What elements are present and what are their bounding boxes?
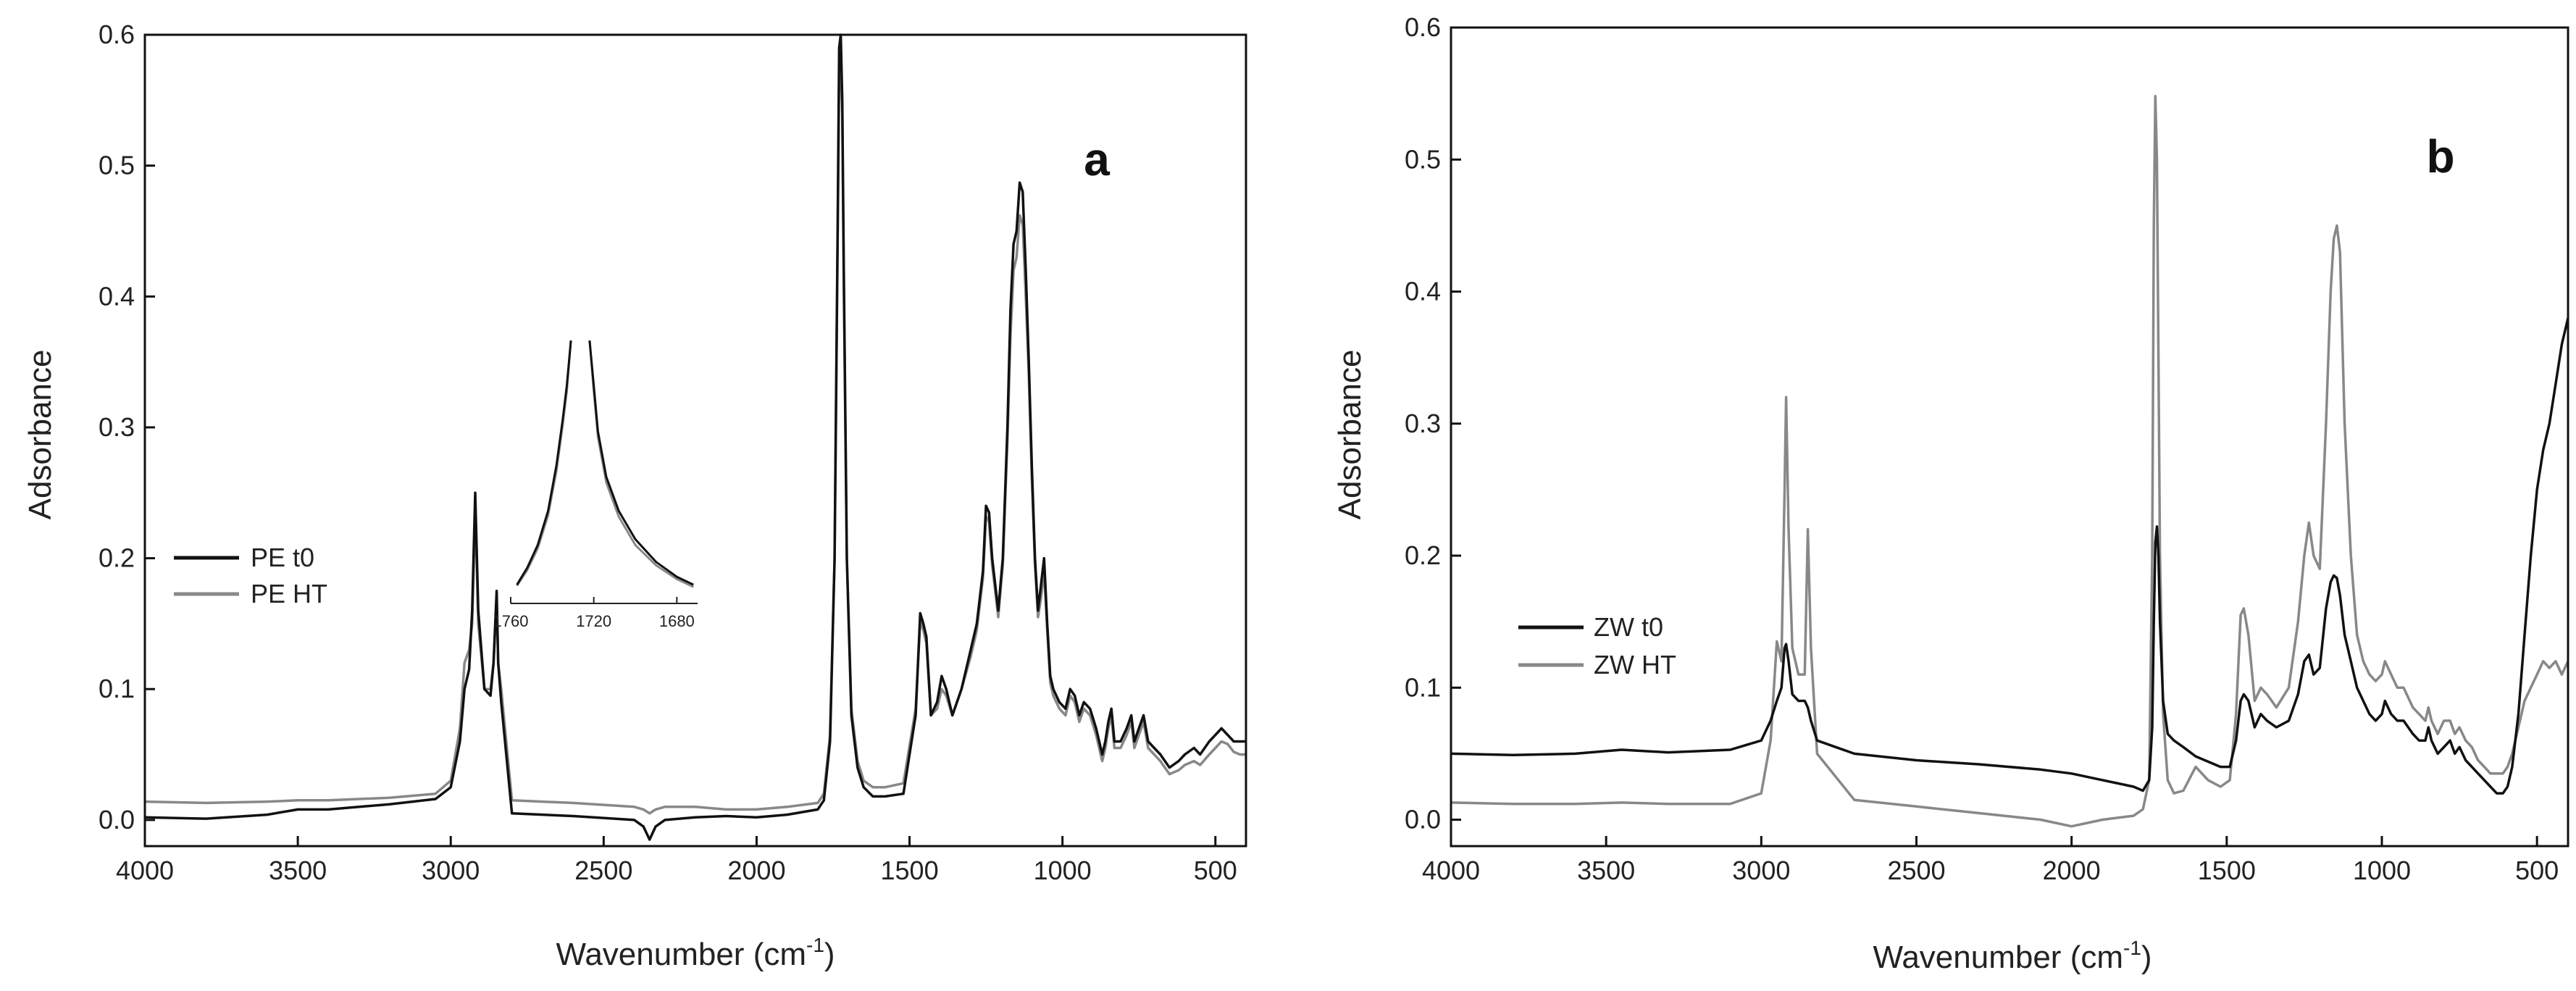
chart-b-y-tick-label: 0.2 [1405, 540, 1441, 570]
chart-a-x-tick-label: 1500 [881, 856, 939, 885]
chart-a-inset-x-tick-label: 1720 [576, 612, 611, 630]
chart-a-series-group [144, 33, 1246, 841]
chart-a-inset: 1760 1720 1680 [493, 340, 698, 630]
chart-b-y-axis-label: Adsorbance [1332, 350, 1368, 520]
chart-a-x-tick-label: 2000 [727, 856, 785, 885]
chart-a-y-tick-label: 0.1 [99, 674, 135, 703]
chart-b-x-tick-label: 4000 [1422, 856, 1480, 885]
chart-a-inset-x-tick-label: 1760 [493, 612, 529, 630]
chart-b-x-tick-label: 2000 [2043, 856, 2101, 885]
chart-b-panel-letter: b [2426, 130, 2454, 183]
chart-a-legend-label-pe-ht: PE HT [251, 579, 327, 609]
chart-a-y-tick-label: 0.6 [99, 20, 135, 49]
chart-b-x-tick-label: 3500 [1577, 856, 1635, 885]
chart-b-y-tick-label: 0.0 [1405, 805, 1441, 835]
chart-a-x-axis-label: Wavenumber (cm-1) [556, 934, 835, 972]
chart-a-legend: PE t0 PE HT [174, 543, 327, 609]
chart-b-series-zw-t0 [1450, 317, 2569, 795]
chart-a-inset-x-tick-label: 1680 [659, 612, 695, 630]
chart-a-ticks: 4000 3500 3000 2500 2000 1500 1000 500 0.0 0.1 0.2… [99, 20, 1237, 885]
chart-a-series-pe-t0 [144, 33, 1246, 841]
chart-a-y-axis-label: Adsorbance [22, 350, 58, 520]
chart-a-inset-series-pe-t0-left-flank [516, 340, 572, 585]
chart-a: 1760 1720 1680 4000 3500 3000 2500 2000 1500 100… [22, 20, 1247, 972]
chart-a-x-tick-label: 2500 [574, 856, 632, 885]
chart-b-x-tick-label: 1000 [2353, 856, 2411, 885]
chart-b-y-tick-label: 0.1 [1405, 672, 1441, 702]
chart-b-legend-label-zw-ht: ZW HT [1594, 650, 1676, 680]
chart-a-inset-series-pe-t0-right-flank [588, 340, 694, 586]
chart-b-y-tick-label: 0.3 [1405, 409, 1441, 438]
chart-b-x-tick-label: 1500 [2198, 856, 2256, 885]
chart-b-x-tick-label: 500 [2515, 856, 2559, 885]
chart-b-y-tick-label: 0.6 [1405, 12, 1441, 42]
chart-b-y-tick-label: 0.4 [1405, 277, 1441, 306]
chart-a-panel-letter: a [1084, 133, 1110, 185]
chart-a-y-tick-label: 0.2 [99, 543, 135, 573]
chart-a-x-tick-label: 3500 [269, 856, 327, 885]
chart-a-y-tick-label: 0.0 [99, 805, 135, 835]
chart-b: 4000 3500 3000 2500 2000 1500 1000 500 0.0 0.1 0.2… [1332, 12, 2569, 975]
chart-a-y-tick-label: 0.3 [99, 412, 135, 442]
chart-a-x-tick-label: 1000 [1034, 856, 1092, 885]
chart-b-series-group [1450, 95, 2569, 828]
chart-b-plot-frame [1450, 26, 2569, 848]
chart-a-y-tick-label: 0.5 [99, 151, 135, 180]
chart-a-x-tick-label: 500 [1194, 856, 1237, 885]
chart-b-y-tick-label: 0.5 [1405, 144, 1441, 174]
chart-b-x-tick-label: 2500 [1887, 856, 1945, 885]
chart-b-series-zw-ht [1450, 95, 2569, 828]
chart-a-x-tick-label: 4000 [116, 856, 174, 885]
chart-b-legend: ZW t0 ZW HT [1518, 612, 1676, 680]
chart-b-x-tick-label: 3000 [1732, 856, 1790, 885]
chart-b-legend-label-zw-t0: ZW t0 [1594, 612, 1663, 642]
chart-b-x-axis-label: Wavenumber (cm-1) [1873, 937, 2151, 975]
chart-a-legend-label-pe-t0: PE t0 [251, 543, 314, 572]
chart-a-x-tick-label: 3000 [422, 856, 480, 885]
chart-a-y-tick-label: 0.4 [99, 281, 135, 311]
chart-a-plot-frame [143, 33, 1247, 848]
chart-b-ticks: 4000 3500 3000 2500 2000 1500 1000 500 0.0 0.1 0.2… [1405, 12, 2559, 885]
